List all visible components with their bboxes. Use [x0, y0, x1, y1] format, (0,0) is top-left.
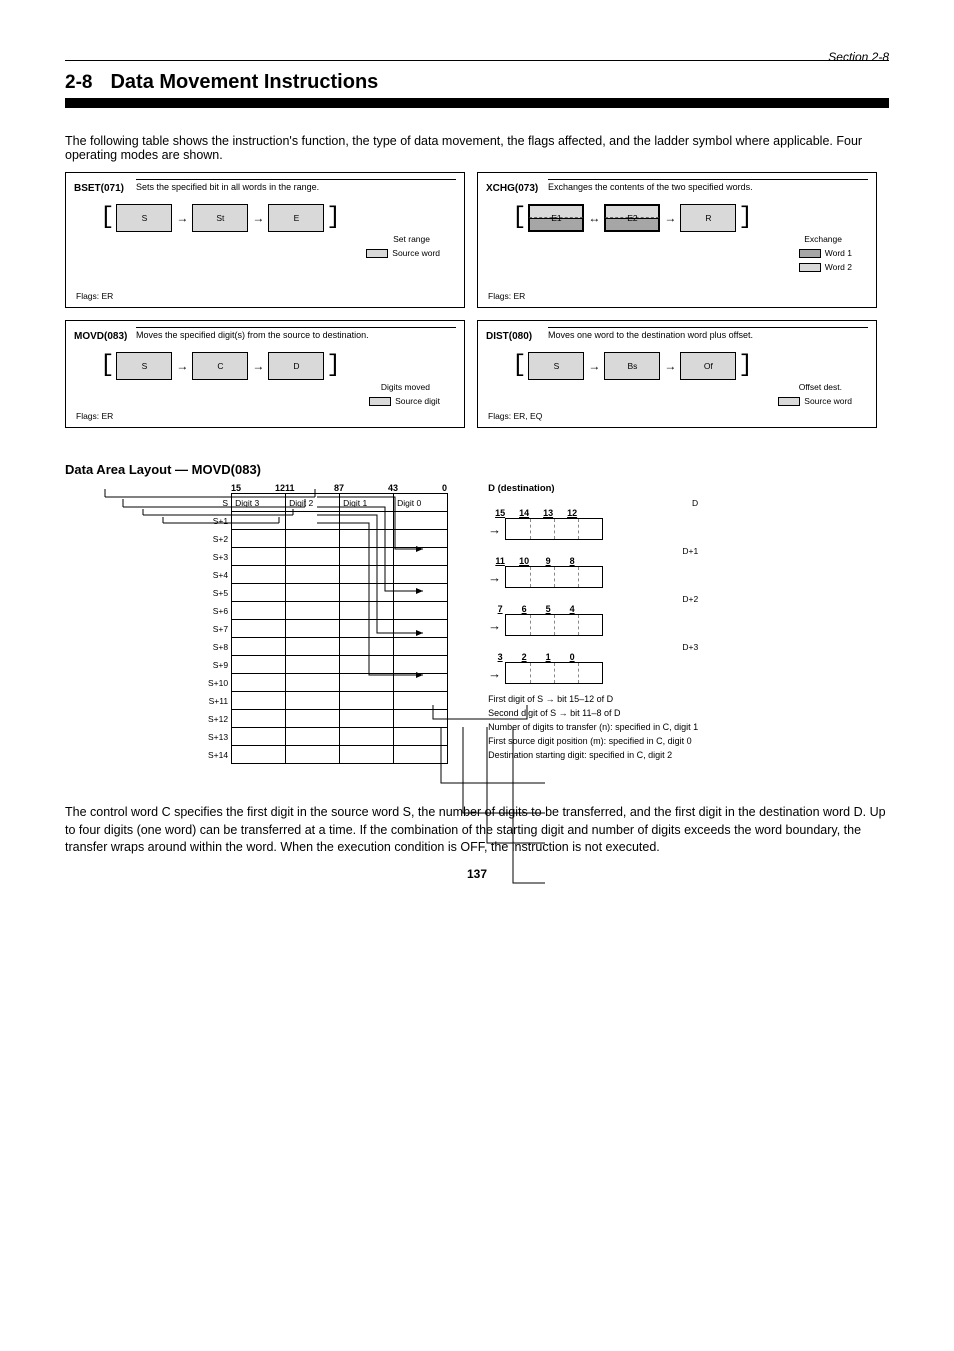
dest-row: D+1111098→	[488, 546, 698, 588]
table-row: S+5	[205, 584, 448, 602]
callout-line: Second digit of S → bit 11–8 of D	[488, 708, 698, 718]
dest-row: D15141312→	[488, 498, 698, 540]
table-row: S+7	[205, 620, 448, 638]
layout-diagram: 15121187430 SDigit 3Digit 2Digit 1Digit …	[65, 483, 889, 764]
callout-line: Number of digits to transfer (n): specif…	[488, 722, 698, 732]
source-block: 15121187430 SDigit 3Digit 2Digit 1Digit …	[205, 483, 448, 764]
table-row: S+13	[205, 728, 448, 746]
table-row: S+9	[205, 656, 448, 674]
table-row: S+14	[205, 746, 448, 764]
table-row: S+1	[205, 512, 448, 530]
table-row: S+4	[205, 566, 448, 584]
bit-header: 15121187430	[231, 483, 448, 493]
source-table: SDigit 3Digit 2Digit 1Digit 0S+1S+2S+3S+…	[205, 493, 448, 764]
panel-B: XCHG(073)Exchanges the contents of the t…	[477, 172, 877, 308]
page-number: 137	[467, 867, 487, 881]
callouts: First digit of S → bit 15–12 of D Second …	[488, 694, 698, 760]
layout-title: Data Area Layout — MOVD(083)	[65, 462, 889, 477]
section-number: 2-8	[65, 72, 92, 94]
callout-line: Destination starting digit: specified in…	[488, 750, 698, 760]
title-row: 2-8 Data Movement Instructions	[65, 71, 889, 94]
section-title: Data Movement Instructions	[110, 71, 378, 94]
callout-line: First source digit position (m): specifi…	[488, 736, 698, 746]
title-underbar	[65, 98, 889, 108]
table-row: S+6	[205, 602, 448, 620]
callout-line: First digit of S → bit 15–12 of D	[488, 694, 698, 704]
mode-panels: BSET(071)Sets the specified bit in all w…	[65, 172, 889, 428]
panel-C: MOVD(083)Moves the specified digit(s) fr…	[65, 320, 465, 428]
dest-label: D (destination)	[488, 483, 698, 494]
table-row: S+11	[205, 692, 448, 710]
panel-A: BSET(071)Sets the specified bit in all w…	[65, 172, 465, 308]
footer-description: The control word C specifies the first d…	[65, 804, 889, 857]
dest-row: D+33210→	[488, 642, 698, 684]
table-row: S+10	[205, 674, 448, 692]
table-row: S+12	[205, 710, 448, 728]
header-rule-top	[65, 60, 889, 61]
table-row: SDigit 3Digit 2Digit 1Digit 0	[205, 494, 448, 512]
dest-block: D (destination) D15141312→ D+1111098→ D+27…	[488, 483, 698, 764]
table-row: S+2	[205, 530, 448, 548]
table-row: S+8	[205, 638, 448, 656]
panel-D: DIST(080)Moves one word to the destinati…	[477, 320, 877, 428]
section-side-label: Section 2-8	[828, 50, 889, 64]
table-row: S+3	[205, 548, 448, 566]
dest-row: D+27654→	[488, 594, 698, 636]
intro-paragraph: The following table shows the instructio…	[65, 134, 889, 162]
